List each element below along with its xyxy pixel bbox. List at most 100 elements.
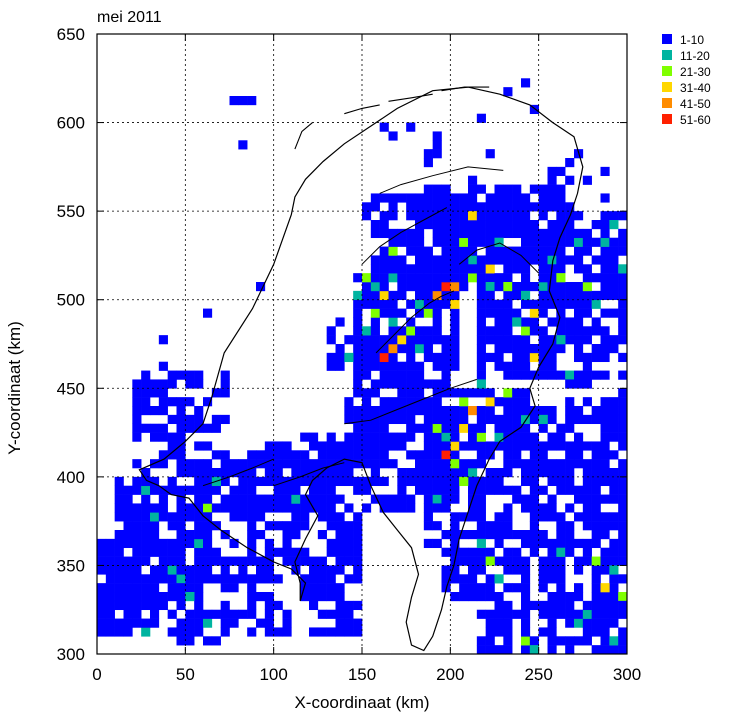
heatmap-cell (300, 432, 310, 442)
heatmap-cell (600, 494, 610, 504)
heatmap-cell (547, 414, 557, 425)
heatmap-cell (220, 379, 230, 389)
heatmap-cell (300, 450, 310, 460)
heatmap-cell (565, 220, 575, 230)
heatmap-cell (326, 361, 336, 371)
heatmap-cell (432, 273, 442, 283)
heatmap-cell (194, 379, 204, 389)
heatmap-cell (591, 618, 601, 628)
heatmap-cell (441, 264, 451, 274)
heatmap-cell (591, 468, 601, 478)
heatmap-cell (556, 166, 566, 177)
heatmap-cell (468, 228, 478, 239)
heatmap-cell (609, 450, 619, 460)
heatmap-cell (397, 432, 407, 442)
heatmap-cell (512, 441, 522, 451)
heatmap-cell (344, 600, 354, 611)
heatmap-cell (538, 228, 548, 239)
heatmap-cell (556, 592, 566, 602)
heatmap-cell (600, 592, 610, 602)
heatmap-cell (247, 96, 257, 106)
heatmap-cell (353, 459, 363, 469)
heatmap-cell (538, 290, 548, 301)
heatmap-cell (476, 317, 486, 327)
heatmap-cell (494, 184, 504, 194)
heatmap-cell (538, 193, 548, 203)
heatmap-cell (565, 547, 575, 557)
heatmap-cell (220, 600, 230, 611)
heatmap-cell (423, 220, 433, 230)
heatmap-cell (264, 441, 274, 451)
heatmap-cell (450, 361, 460, 371)
heatmap-cell (494, 397, 504, 407)
heatmap-cell (512, 335, 522, 345)
heatmap-cell (485, 450, 495, 460)
heatmap-cell (538, 414, 548, 425)
heatmap-cell (468, 237, 478, 247)
heatmap-cell (609, 485, 619, 495)
heatmap-cell (459, 397, 469, 407)
heatmap-cell (415, 273, 425, 283)
heatmap-cell (132, 379, 142, 389)
heatmap-cell (123, 609, 133, 619)
heatmap-cell (618, 423, 628, 433)
heatmap-cell (379, 228, 389, 239)
heatmap-cell (441, 273, 451, 283)
heatmap-cell (362, 361, 372, 371)
heatmap-cell (503, 255, 513, 265)
heatmap-cell (379, 273, 389, 283)
heatmap-cell (574, 609, 584, 619)
heatmap-cell (600, 290, 610, 301)
heatmap-cell (282, 556, 292, 566)
heatmap-cell (344, 432, 354, 442)
heatmap-cell (220, 556, 230, 566)
heatmap-cell (538, 299, 548, 309)
heatmap-cell (503, 441, 513, 451)
heatmap-cell (123, 583, 133, 593)
heatmap-cell (423, 326, 433, 336)
heatmap-cell (494, 361, 504, 371)
heatmap-cell (344, 609, 354, 619)
heatmap-cell (150, 485, 160, 495)
heatmap-cell (309, 556, 319, 566)
heatmap-cell (423, 184, 433, 194)
heatmap-cell (521, 246, 531, 256)
heatmap-cell (476, 290, 486, 301)
heatmap-cell (494, 468, 504, 478)
heatmap-cell (432, 388, 442, 398)
heatmap-cell (521, 609, 531, 619)
heatmap-cell (309, 627, 319, 637)
heatmap-cell (220, 530, 230, 540)
heatmap-cell (529, 317, 539, 327)
heatmap-cell (185, 414, 195, 425)
heatmap-cell (388, 326, 398, 336)
heatmap-cell (521, 627, 531, 637)
heatmap-cell (423, 494, 433, 504)
heatmap-cell (450, 211, 460, 221)
heatmap-cell (335, 317, 345, 327)
heatmap-cell (423, 202, 433, 212)
heatmap-cell (600, 352, 610, 363)
heatmap-cell (591, 556, 601, 566)
heatmap-cell (538, 237, 548, 247)
heatmap-cell (521, 574, 531, 584)
heatmap-cell (344, 574, 354, 584)
heatmap-cell (574, 308, 584, 318)
heatmap-cell (476, 476, 486, 487)
heatmap-cell (476, 432, 486, 442)
heatmap-cell (432, 299, 442, 309)
heatmap-cell (406, 193, 416, 203)
heatmap-cell (582, 636, 592, 646)
heatmap-cell (582, 538, 592, 549)
heatmap-cell (150, 565, 160, 575)
heatmap-cell (176, 441, 186, 451)
heatmap-cell (370, 388, 380, 398)
heatmap-cell (450, 299, 460, 309)
heatmap-cell (185, 592, 195, 602)
heatmap-cell (538, 530, 548, 540)
y-tick-label: 300 (57, 645, 85, 664)
heatmap-cell (256, 282, 266, 292)
heatmap-cell (229, 485, 239, 495)
heatmap-cell (600, 636, 610, 646)
heatmap-cell (503, 609, 513, 619)
